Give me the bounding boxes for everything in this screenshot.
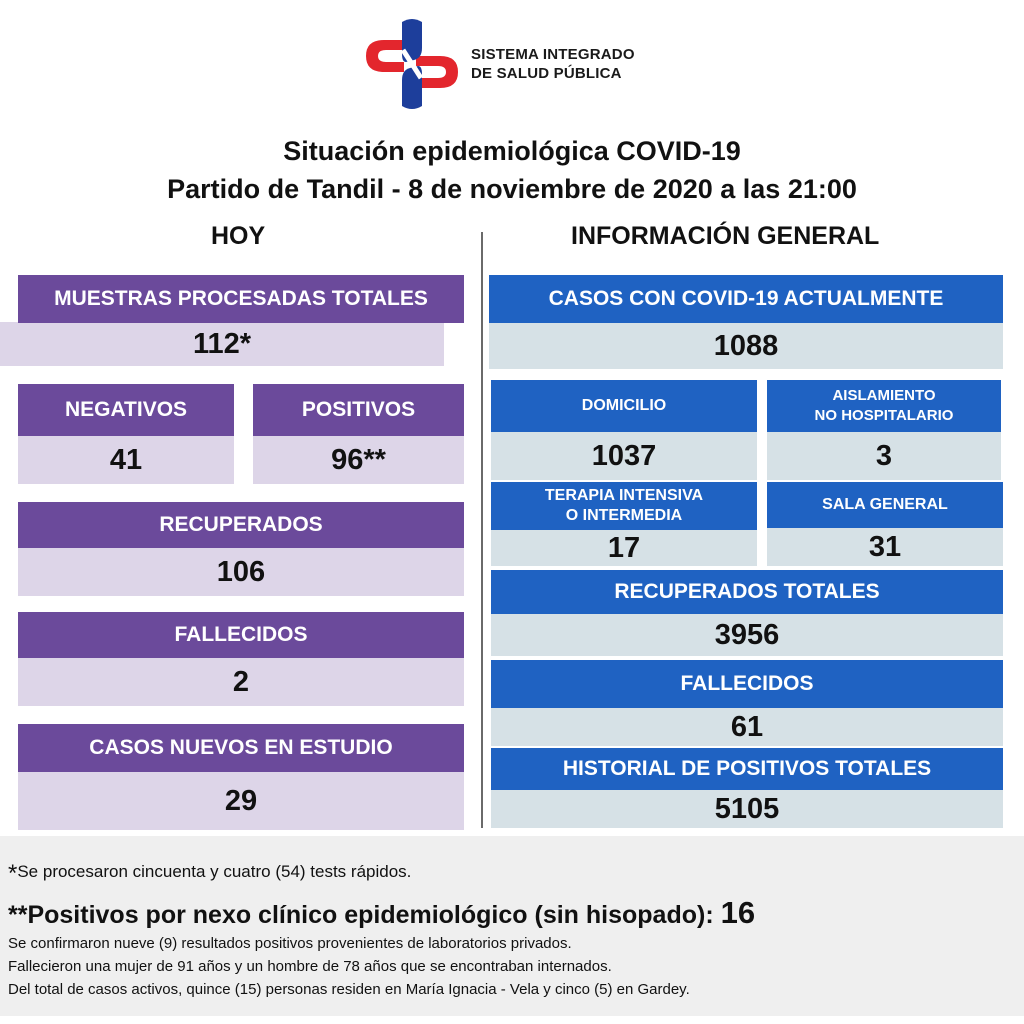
casos-nuevos-label: CASOS NUEVOS EN ESTUDIO: [18, 724, 464, 772]
footnote-1-text: Se procesaron cincuenta y cuatro (54) te…: [17, 862, 412, 881]
casos-actuales-label: CASOS CON COVID-19 ACTUALMENTE: [489, 275, 1003, 323]
page-title: Situación epidemiológica COVID-19: [283, 136, 741, 166]
sala-general-value: 31: [767, 528, 1003, 566]
fallecidos-general-value: 61: [491, 708, 1003, 746]
fallecidos-general-label: FALLECIDOS: [491, 660, 1003, 708]
aislamiento-label-line-2: NO HOSPITALARIO: [814, 407, 954, 424]
footer-line-1: Se confirmaron nueve (9) resultados posi…: [8, 935, 572, 952]
footer-line-2: Fallecieron una mujer de 91 años y un ho…: [8, 958, 612, 975]
brand-line-2: DE SALUD PÚBLICA: [471, 65, 622, 82]
muestras-label: MUESTRAS PROCESADAS TOTALES: [18, 275, 464, 323]
footnote-2-text: **Positivos por nexo clínico epidemiológ…: [8, 901, 714, 929]
footnote-1: *Se procesaron cincuenta y cuatro (54) t…: [8, 860, 411, 888]
recuperados-label: RECUPERADOS: [18, 502, 464, 548]
fallecidos-hoy-label: FALLECIDOS: [18, 612, 464, 658]
domicilio-label: DOMICILIO: [491, 380, 757, 432]
brand-line-1: SISTEMA INTEGRADO: [471, 46, 635, 63]
recuperados-totales-label: RECUPERADOS TOTALES: [491, 570, 1003, 614]
fallecidos-hoy-value: 2: [18, 658, 464, 706]
aislamiento-label-line-1: AISLAMIENTO: [832, 387, 936, 404]
positivos-label: POSITIVOS: [253, 384, 464, 436]
historial-label: HISTORIAL DE POSITIVOS TOTALES: [491, 748, 1003, 790]
historial-value: 5105: [491, 790, 1003, 828]
footer-notes: [0, 836, 1024, 1016]
casos-nuevos-value: 29: [18, 772, 464, 830]
terapia-label-line-2: O INTERMEDIA: [565, 507, 683, 524]
section-general-heading: INFORMACIÓN GENERAL: [571, 222, 880, 250]
page-subtitle: Partido de Tandil - 8 de noviembre de 20…: [167, 174, 857, 204]
column-divider: [481, 232, 483, 828]
positivos-value: 96**: [253, 436, 464, 484]
recuperados-value: 106: [18, 548, 464, 596]
recuperados-totales-value: 3956: [491, 614, 1003, 656]
casos-actuales-value: 1088: [489, 323, 1003, 369]
terapia-value: 17: [491, 530, 757, 566]
sisp-logo: [366, 19, 458, 109]
logo-red-shape: [366, 40, 458, 88]
footnote-2-value: 16: [720, 895, 756, 930]
footnote-1-mark: *: [8, 860, 18, 887]
footnote-2: **Positivos por nexo clínico epidemiológ…: [8, 895, 755, 931]
domicilio-value: 1037: [491, 432, 757, 480]
terapia-label-line-1: TERAPIA INTENSIVA: [544, 487, 704, 504]
muestras-value: 112*: [0, 322, 444, 366]
section-hoy-heading: HOY: [211, 222, 266, 250]
footer-line-3: Del total de casos activos, quince (15) …: [8, 981, 690, 998]
sala-general-label: SALA GENERAL: [767, 482, 1003, 528]
negativos-value: 41: [18, 436, 234, 484]
terapia-label: TERAPIA INTENSIVA O INTERMEDIA: [491, 482, 757, 530]
aislamiento-label: AISLAMIENTO NO HOSPITALARIO: [767, 380, 1001, 432]
negativos-label: NEGATIVOS: [18, 384, 234, 436]
aislamiento-value: 3: [767, 432, 1001, 480]
